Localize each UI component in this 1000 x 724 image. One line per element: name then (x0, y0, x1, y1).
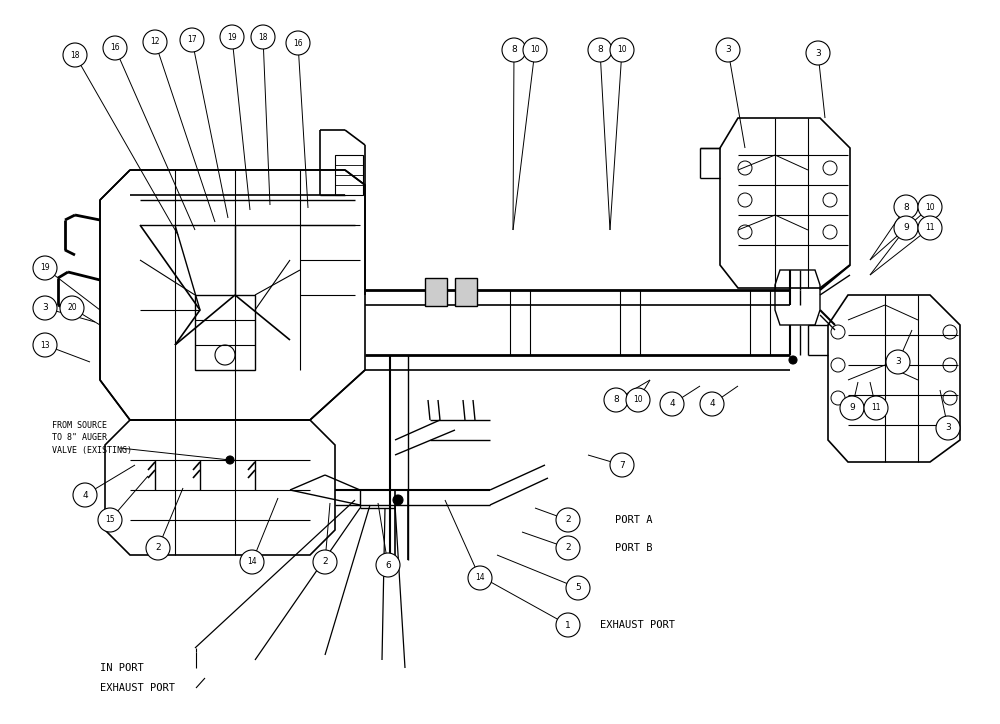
Bar (425, 278, 447, 306)
Circle shape (610, 453, 634, 477)
Text: EXHAUST PORT: EXHAUST PORT (100, 683, 175, 693)
Text: 8: 8 (903, 203, 909, 211)
Text: 18: 18 (70, 51, 80, 59)
Circle shape (180, 28, 204, 52)
Circle shape (33, 256, 57, 280)
Circle shape (566, 576, 590, 600)
Text: 14: 14 (475, 573, 485, 583)
Text: 10: 10 (617, 46, 627, 54)
Circle shape (468, 566, 492, 590)
Circle shape (103, 36, 127, 60)
Text: 7: 7 (619, 460, 625, 469)
Text: 6: 6 (385, 560, 391, 570)
Text: 15: 15 (105, 515, 115, 524)
Circle shape (251, 25, 275, 49)
Circle shape (588, 38, 612, 62)
Circle shape (789, 356, 797, 364)
Text: 12: 12 (150, 38, 160, 46)
Circle shape (604, 388, 628, 412)
Text: 11: 11 (925, 224, 935, 232)
Text: 3: 3 (895, 358, 901, 366)
Text: IN PORT: IN PORT (100, 663, 144, 673)
Text: 5: 5 (575, 584, 581, 592)
Text: 3: 3 (725, 46, 731, 54)
Text: 19: 19 (40, 264, 50, 272)
Circle shape (936, 416, 960, 440)
Circle shape (146, 536, 170, 560)
Text: FROM SOURCE
TO 8" AUGER
VALVE (EXISTING): FROM SOURCE TO 8" AUGER VALVE (EXISTING) (52, 421, 132, 455)
Circle shape (864, 396, 888, 420)
Text: 3: 3 (815, 49, 821, 57)
Text: 18: 18 (258, 33, 268, 41)
Circle shape (393, 495, 403, 505)
Circle shape (313, 550, 337, 574)
Text: 13: 13 (40, 340, 50, 350)
Circle shape (98, 508, 122, 532)
Text: 10: 10 (925, 203, 935, 211)
Text: 11: 11 (871, 403, 881, 413)
Text: 2: 2 (322, 557, 328, 566)
Text: PORT A: PORT A (615, 515, 652, 525)
Text: 4: 4 (82, 490, 88, 500)
Circle shape (660, 392, 684, 416)
Circle shape (894, 216, 918, 240)
Circle shape (523, 38, 547, 62)
Circle shape (918, 216, 942, 240)
Circle shape (376, 553, 400, 577)
Text: 2: 2 (565, 515, 571, 524)
Text: 19: 19 (227, 33, 237, 41)
Circle shape (73, 483, 97, 507)
Text: 16: 16 (293, 38, 303, 48)
Circle shape (33, 333, 57, 357)
Text: 8: 8 (511, 46, 517, 54)
Text: 20: 20 (67, 303, 77, 313)
Text: 9: 9 (849, 403, 855, 413)
Circle shape (240, 550, 264, 574)
Circle shape (700, 392, 724, 416)
Text: 9: 9 (903, 224, 909, 232)
Circle shape (33, 296, 57, 320)
Text: 17: 17 (187, 35, 197, 44)
Text: 3: 3 (42, 303, 48, 313)
Circle shape (556, 536, 580, 560)
Text: 4: 4 (709, 400, 715, 408)
Circle shape (716, 38, 740, 62)
Text: 2: 2 (155, 544, 161, 552)
Circle shape (220, 25, 244, 49)
Text: 3: 3 (945, 424, 951, 432)
Circle shape (840, 396, 864, 420)
Text: 8: 8 (613, 395, 619, 405)
Text: 10: 10 (530, 46, 540, 54)
Circle shape (806, 41, 830, 65)
Circle shape (918, 195, 942, 219)
Circle shape (286, 31, 310, 55)
Circle shape (60, 296, 84, 320)
Circle shape (610, 38, 634, 62)
Circle shape (143, 30, 167, 54)
Bar (335, 155, 363, 195)
Circle shape (894, 195, 918, 219)
Circle shape (556, 508, 580, 532)
Text: 10: 10 (633, 395, 643, 405)
Text: 4: 4 (669, 400, 675, 408)
Text: 16: 16 (110, 43, 120, 53)
Text: 1: 1 (565, 620, 571, 629)
Circle shape (886, 350, 910, 374)
Text: EXHAUST PORT: EXHAUST PORT (600, 620, 675, 630)
Circle shape (502, 38, 526, 62)
Circle shape (63, 43, 87, 67)
Text: 14: 14 (247, 557, 257, 566)
Circle shape (226, 456, 234, 464)
Text: PORT B: PORT B (615, 543, 652, 553)
Text: 2: 2 (565, 544, 571, 552)
Bar (455, 278, 477, 306)
Circle shape (556, 613, 580, 637)
Circle shape (626, 388, 650, 412)
Text: 8: 8 (597, 46, 603, 54)
